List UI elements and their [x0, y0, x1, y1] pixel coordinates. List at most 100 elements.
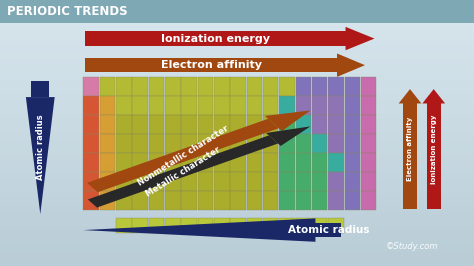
Bar: [296, 218, 311, 232]
Bar: [296, 172, 311, 191]
Bar: [83, 172, 99, 191]
Bar: [230, 172, 246, 191]
Bar: [100, 191, 115, 210]
Bar: [0, 146, 474, 153]
Bar: [312, 218, 328, 232]
Bar: [0, 166, 474, 173]
Bar: [198, 134, 213, 153]
Bar: [165, 153, 181, 172]
Bar: [312, 96, 328, 115]
Bar: [181, 153, 197, 172]
Bar: [316, 223, 341, 237]
Bar: [328, 115, 344, 134]
Bar: [100, 115, 115, 134]
Bar: [149, 115, 164, 134]
Bar: [263, 96, 279, 115]
Bar: [198, 172, 213, 191]
Bar: [246, 153, 262, 172]
Bar: [279, 153, 295, 172]
Bar: [198, 115, 213, 134]
Bar: [279, 134, 295, 153]
Bar: [116, 153, 132, 172]
Bar: [116, 134, 132, 153]
Bar: [198, 218, 213, 232]
Bar: [328, 191, 344, 210]
Bar: [0, 73, 474, 80]
Bar: [0, 99, 474, 106]
Bar: [0, 232, 474, 239]
Text: Ionization energy: Ionization energy: [161, 34, 270, 44]
Bar: [0, 46, 474, 53]
Bar: [0, 186, 474, 193]
Bar: [198, 153, 213, 172]
Bar: [181, 77, 197, 96]
Bar: [214, 134, 229, 153]
Bar: [0, 159, 474, 166]
Bar: [214, 96, 229, 115]
Bar: [149, 153, 164, 172]
Bar: [0, 252, 474, 259]
Bar: [296, 153, 311, 172]
Bar: [345, 172, 360, 191]
Polygon shape: [26, 97, 55, 214]
Bar: [279, 96, 295, 115]
Bar: [246, 96, 262, 115]
Bar: [165, 96, 181, 115]
Bar: [296, 191, 311, 210]
Bar: [132, 96, 148, 115]
Bar: [0, 126, 474, 133]
Bar: [0, 239, 474, 246]
Bar: [279, 77, 295, 96]
Bar: [165, 134, 181, 153]
Bar: [85, 31, 346, 46]
Bar: [361, 115, 376, 134]
Bar: [0, 80, 474, 86]
Bar: [0, 113, 474, 120]
Bar: [0, 173, 474, 180]
Bar: [0, 86, 474, 93]
Bar: [132, 115, 148, 134]
Polygon shape: [337, 53, 365, 77]
Bar: [403, 103, 417, 209]
Bar: [0, 199, 474, 206]
Bar: [83, 134, 99, 153]
Bar: [296, 96, 311, 115]
Bar: [149, 77, 164, 96]
Bar: [0, 33, 474, 40]
Bar: [214, 172, 229, 191]
Bar: [345, 191, 360, 210]
Bar: [0, 213, 474, 219]
Bar: [312, 191, 328, 210]
Bar: [361, 77, 376, 96]
Bar: [83, 191, 99, 210]
Text: Atomic radius: Atomic radius: [36, 115, 45, 180]
Bar: [312, 153, 328, 172]
Bar: [230, 134, 246, 153]
Bar: [0, 179, 474, 186]
Bar: [279, 218, 295, 232]
Bar: [181, 115, 197, 134]
Bar: [263, 191, 279, 210]
Bar: [263, 153, 279, 172]
Bar: [0, 139, 474, 146]
Bar: [361, 172, 376, 191]
Bar: [0, 66, 474, 73]
Bar: [100, 172, 115, 191]
Bar: [0, 93, 474, 100]
Bar: [149, 134, 164, 153]
Bar: [263, 77, 279, 96]
Bar: [83, 96, 99, 115]
Bar: [214, 191, 229, 210]
Bar: [0, 246, 474, 253]
Bar: [0, 26, 474, 33]
Bar: [0, 53, 474, 60]
Bar: [132, 218, 148, 232]
Bar: [181, 218, 197, 232]
Bar: [149, 96, 164, 115]
Text: Metallic character: Metallic character: [144, 145, 222, 198]
Bar: [279, 191, 295, 210]
Bar: [328, 218, 344, 232]
Bar: [361, 134, 376, 153]
Bar: [214, 153, 229, 172]
Bar: [361, 153, 376, 172]
